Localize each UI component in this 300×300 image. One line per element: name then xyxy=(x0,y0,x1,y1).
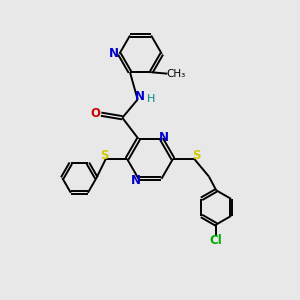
Text: N: N xyxy=(131,174,141,187)
Text: S: S xyxy=(192,149,201,162)
Text: N: N xyxy=(135,90,145,103)
Text: O: O xyxy=(91,107,101,120)
Text: S: S xyxy=(100,149,109,162)
Text: Cl: Cl xyxy=(210,234,223,247)
Text: CH₃: CH₃ xyxy=(166,69,185,79)
Text: N: N xyxy=(109,47,118,60)
Text: N: N xyxy=(159,131,169,144)
Text: H: H xyxy=(147,94,155,104)
